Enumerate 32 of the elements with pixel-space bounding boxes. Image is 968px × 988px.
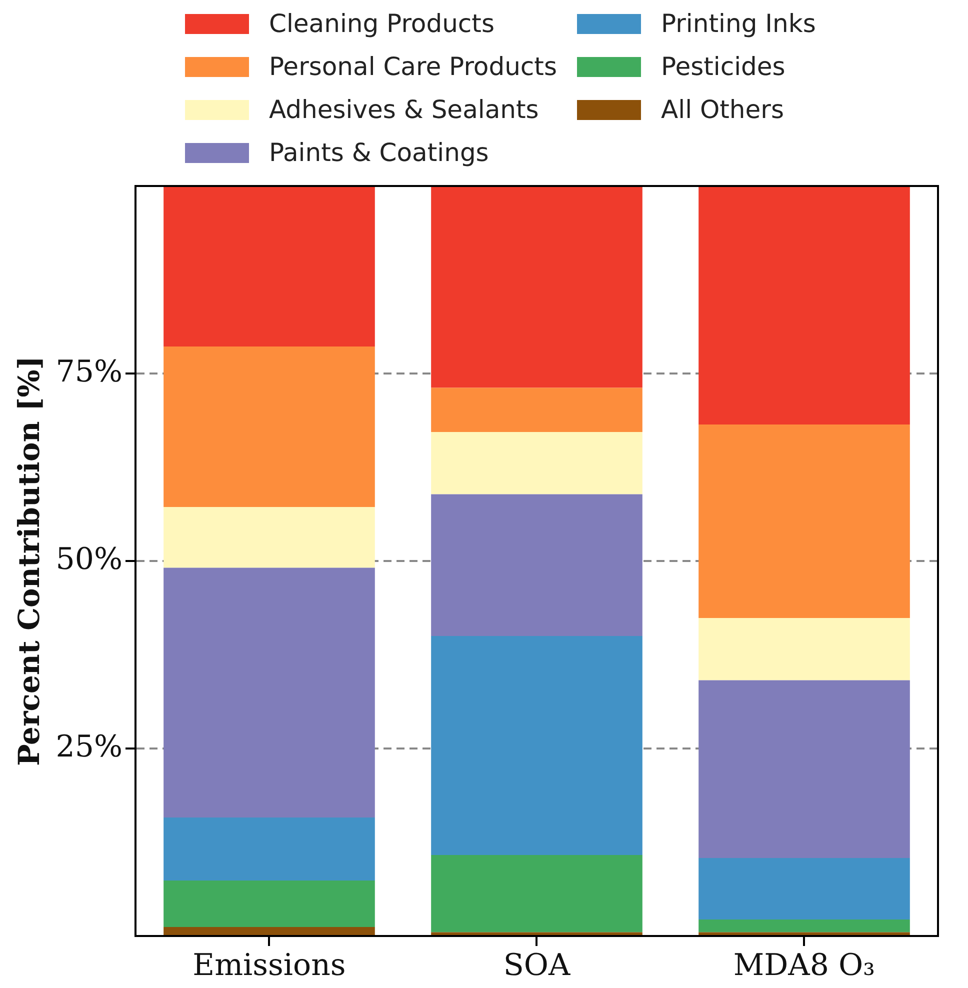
bar xyxy=(164,880,375,927)
y-tick-label: 25% xyxy=(56,729,122,764)
y-tick-label: 50% xyxy=(56,542,122,577)
bar xyxy=(698,920,910,932)
bar xyxy=(431,494,642,636)
bar xyxy=(164,507,375,568)
bar xyxy=(431,636,642,855)
bar xyxy=(164,818,375,880)
y-axis-title: Percent Contribution [%] xyxy=(12,356,46,766)
legend-label: Adhesives & Sealants xyxy=(269,95,539,124)
x-tick-label: MDA8 O₃ xyxy=(733,948,876,983)
bar xyxy=(698,618,910,680)
x-tick-label: Emissions xyxy=(192,948,346,983)
bar xyxy=(431,388,642,432)
legend-label: Personal Care Products xyxy=(269,52,558,81)
bar xyxy=(431,186,642,388)
bar xyxy=(164,568,375,818)
bar xyxy=(698,424,910,618)
legend-label: Pesticides xyxy=(661,52,786,81)
bar xyxy=(698,186,910,424)
bar xyxy=(431,432,642,494)
bar xyxy=(698,858,910,920)
x-tick-label: SOA xyxy=(503,948,570,983)
legend-label: Cleaning Products xyxy=(269,9,495,38)
legend-label: Printing Inks xyxy=(661,9,816,38)
bar xyxy=(164,346,375,507)
bar xyxy=(431,855,642,932)
y-tick-label: 75% xyxy=(56,354,122,390)
bar xyxy=(698,680,910,858)
legend-label: All Others xyxy=(661,95,784,124)
legend-label: Paints & Coatings xyxy=(269,138,489,167)
bar xyxy=(164,186,375,346)
